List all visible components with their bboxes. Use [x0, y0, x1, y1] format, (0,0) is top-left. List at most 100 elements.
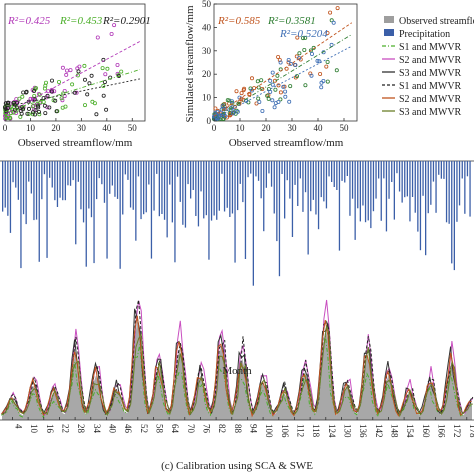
left-point [44, 80, 49, 85]
month-tick-label: 112 [295, 424, 305, 437]
left-point [36, 103, 41, 108]
precipitation-bar [187, 161, 189, 185]
right-x-tick-label: 30 [288, 123, 298, 133]
precipitation-bar [385, 161, 388, 232]
right-point [295, 35, 300, 40]
precipitation-bar [43, 161, 46, 175]
left-point [17, 96, 22, 101]
right-point [256, 96, 261, 101]
left-point [20, 94, 25, 99]
precipitation-bar [304, 161, 307, 193]
left-point [100, 66, 105, 71]
right-point [221, 116, 226, 121]
precipitation-bar [419, 161, 422, 251]
precipitation-bar [265, 161, 267, 188]
precipitation-bar [443, 161, 445, 179]
precipitation-bar [364, 161, 367, 223]
right-point [283, 89, 288, 94]
legend-label: Precipitation [399, 29, 450, 40]
right-point [265, 93, 270, 98]
precipitation-bar [464, 161, 466, 214]
left-point [25, 111, 30, 116]
right-r2-label-1: R²=0.585 [217, 15, 261, 27]
precipitation-bars [2, 161, 471, 286]
right-point [293, 63, 298, 68]
left-point [59, 96, 64, 101]
left-point [32, 98, 37, 103]
precipitation-bar [4, 161, 6, 208]
precipitation-bar [396, 161, 398, 174]
precipitation-bar [127, 161, 129, 180]
right-point [234, 89, 239, 94]
precipitation-bar [197, 161, 200, 227]
legend-label: S3 and MWVR [399, 107, 462, 118]
right-point [288, 61, 293, 66]
right-point [220, 104, 225, 109]
left-point [94, 112, 99, 117]
precipitation-bar [237, 161, 239, 211]
precipitation-bar [93, 161, 95, 264]
right-point [335, 6, 340, 11]
precipitation-bar [445, 161, 448, 223]
month-tick-labels: 4 10 16 22 28 34 40 46 52 58 64 70 76 82 88 94 100 106 112… [12, 417, 474, 438]
left-point [103, 72, 108, 77]
right-point [315, 58, 320, 63]
precipitation-bar [171, 161, 173, 223]
right-point [241, 88, 246, 93]
right-point [268, 78, 273, 83]
precipitation-bar [234, 161, 236, 263]
left-point [101, 84, 106, 89]
month-tick-label: 148 [389, 424, 399, 438]
left-plot-frame [4, 3, 146, 122]
month-tick-label: 88 [233, 424, 243, 434]
left-point [109, 32, 114, 37]
precipitation-bar [242, 161, 244, 203]
precipitation-bar [323, 161, 325, 202]
right-x-tick-label: 10 [236, 123, 246, 133]
precipitation-bar [302, 161, 304, 212]
precipitation-bar [406, 161, 408, 197]
right-point [286, 58, 291, 63]
left-x-tick-label: 40 [102, 123, 112, 133]
precipitation-bar [325, 161, 328, 209]
panel-caption: (c) Calibration using SCA & SWE [161, 460, 313, 472]
precipitation-bar [417, 161, 419, 232]
right-point [278, 97, 283, 102]
precipitation-bar [119, 161, 121, 269]
precipitation-bar [435, 161, 437, 213]
precipitation-bar [184, 161, 187, 228]
left-point [33, 112, 38, 117]
precipitation-bar [349, 161, 351, 216]
precipitation-bar [409, 161, 411, 222]
right-point [308, 48, 313, 53]
precipitation-bar [284, 161, 286, 219]
right-point [268, 89, 273, 94]
right-point [260, 87, 265, 92]
precipitation-bar [137, 161, 140, 177]
right-fit-line [213, 45, 353, 120]
right-point [324, 64, 329, 69]
precipitation-bar [427, 161, 429, 214]
right-point [297, 51, 302, 56]
precipitation-bar [393, 161, 395, 220]
left-point [37, 112, 42, 117]
precipitation-bar [62, 161, 64, 201]
right-point [309, 52, 314, 57]
right-point [276, 55, 281, 60]
month-tick-label: 82 [217, 424, 227, 433]
month-tick-label: 22 [60, 424, 70, 433]
month-tick-label: 106 [280, 424, 290, 438]
legend-label: S3 and MWVR [399, 68, 462, 79]
left-point [3, 101, 8, 106]
month-tick-label: 52 [139, 424, 149, 433]
right-x-tick-label: 20 [262, 123, 272, 133]
precipitation-bar [414, 161, 416, 213]
right-point [288, 84, 293, 89]
month-tick-label: 166 [436, 424, 446, 438]
precipitation-bar [54, 161, 56, 201]
right-r2-label-3: R²=0.5204 [279, 28, 328, 40]
precipitation-bar [315, 161, 317, 215]
precipitation-bar [453, 161, 455, 271]
precipitation-bar [250, 161, 252, 174]
